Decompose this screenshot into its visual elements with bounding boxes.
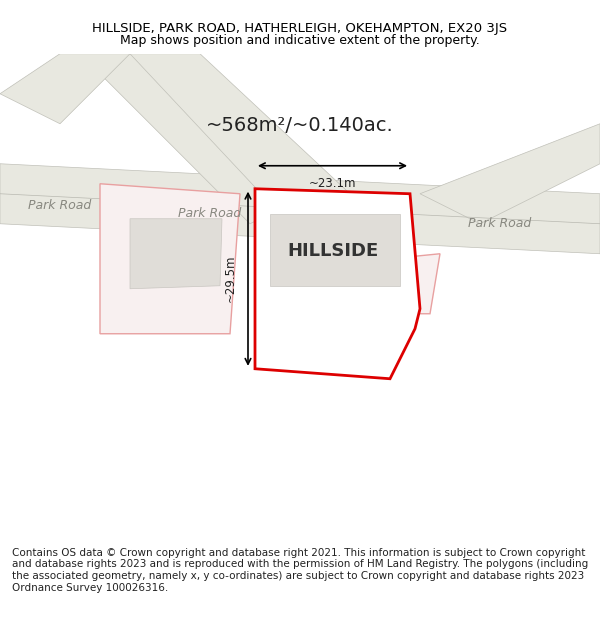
Text: ~568m²/~0.140ac.: ~568m²/~0.140ac. <box>206 116 394 135</box>
Polygon shape <box>0 164 600 254</box>
Polygon shape <box>270 214 400 286</box>
Polygon shape <box>80 54 310 224</box>
Text: HILLSIDE, PARK ROAD, HATHERLEIGH, OKEHAMPTON, EX20 3JS: HILLSIDE, PARK ROAD, HATHERLEIGH, OKEHAM… <box>92 22 508 34</box>
Text: ~23.1m: ~23.1m <box>309 177 356 190</box>
Text: Map shows position and indicative extent of the property.: Map shows position and indicative extent… <box>120 34 480 47</box>
Polygon shape <box>130 54 350 214</box>
Polygon shape <box>130 219 222 289</box>
Text: HILLSIDE: HILLSIDE <box>287 242 379 260</box>
Text: Park Road: Park Road <box>469 217 532 230</box>
Text: ~29.5m: ~29.5m <box>223 255 236 302</box>
Polygon shape <box>420 124 600 224</box>
Polygon shape <box>255 189 420 379</box>
Text: Park Road: Park Road <box>28 199 92 212</box>
Polygon shape <box>0 54 130 124</box>
Polygon shape <box>380 254 440 314</box>
Polygon shape <box>0 54 600 534</box>
Polygon shape <box>100 184 240 334</box>
Text: Park Road: Park Road <box>178 208 242 220</box>
Text: Contains OS data © Crown copyright and database right 2021. This information is : Contains OS data © Crown copyright and d… <box>12 548 588 592</box>
